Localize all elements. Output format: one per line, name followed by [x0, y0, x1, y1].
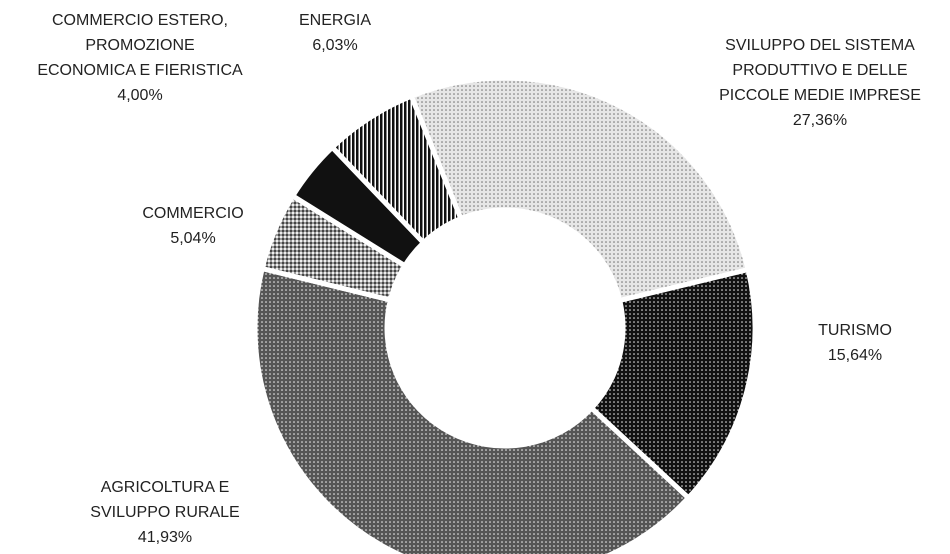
category-label: TURISMO — [818, 322, 892, 339]
donut-slice — [588, 266, 758, 502]
category-label: SVILUPPO DEL SISTEMA PRODUTTIVO E DELLE PI… — [719, 37, 921, 104]
value-label: 5,04% — [170, 230, 215, 247]
value-label: 4,00% — [117, 87, 162, 104]
category-label: AGRICOLTURA E SVILUPPO RURALE — [90, 479, 239, 521]
donut-slice — [408, 75, 752, 304]
category-label: ENERGIA — [299, 12, 371, 29]
category-label: COMMERCIO — [142, 205, 243, 222]
value-label: 15,64% — [828, 347, 882, 364]
category-label: COMMERCIO ESTERO, PROMOZIONE ECONOMICA E F… — [37, 12, 243, 79]
donut-slice — [328, 92, 465, 247]
value-label: 41,93% — [138, 529, 192, 546]
value-label: 6,03% — [312, 37, 357, 54]
donut-slice — [252, 265, 692, 554]
value-label: 27,36% — [793, 112, 847, 129]
